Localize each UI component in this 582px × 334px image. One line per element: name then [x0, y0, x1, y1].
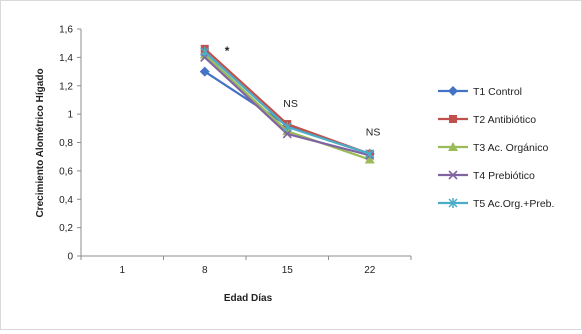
data-point — [199, 66, 210, 77]
legend-item: T5 Ac.Org.+Preb. — [438, 198, 554, 210]
legend-label: T5 Ac.Org.+Preb. — [473, 198, 554, 210]
axes: 0 0,2 0,4 0,6 0,8 1 1,2 1,4 1,6 1 8 15 22 — [59, 25, 412, 276]
data-point — [282, 121, 292, 132]
legend: T1 Control T2 Antibiótico T3 Ac. Orgánico T… — [438, 86, 554, 210]
annotation-label: * — [225, 44, 230, 58]
x-tick-label: 1 — [119, 265, 125, 276]
legend-marker — [448, 198, 458, 208]
legend-marker — [448, 170, 458, 180]
annotation-label: NS — [366, 126, 381, 138]
y-axis-title: Crecimiento Alométrico Hígado — [35, 68, 46, 217]
x-tick-label: 15 — [282, 265, 294, 276]
y-tick-label: 1,6 — [59, 25, 73, 36]
y-tick-label: 0,8 — [59, 138, 73, 149]
x-axis-title: Edad Días — [224, 293, 273, 304]
legend-item: T4 Prebiótico — [438, 170, 535, 182]
legend-label: T1 Control — [473, 86, 522, 98]
legend-marker — [448, 142, 458, 151]
y-tick-label: 1,2 — [59, 81, 73, 92]
y-tick-label: 1 — [67, 110, 73, 121]
legend-label: T3 Ac. Orgánico — [473, 142, 548, 154]
data-point-stroke — [282, 129, 292, 139]
data-point — [365, 148, 375, 159]
y-tick-label: 0 — [67, 252, 73, 263]
legend-label: T4 Prebiótico — [473, 170, 535, 182]
data-point — [364, 154, 375, 164]
y-tick-label: 0,6 — [59, 166, 73, 177]
series-5 — [200, 46, 375, 159]
legend-marker — [449, 115, 457, 123]
x-tick-label: 8 — [202, 265, 208, 276]
y-tick-label: 1,4 — [59, 53, 73, 64]
series-layer — [199, 44, 375, 164]
data-point — [282, 129, 292, 139]
annotation-label: NS — [283, 98, 298, 110]
x-tick-label: 22 — [364, 265, 376, 276]
data-point — [200, 46, 210, 57]
legend-marker — [448, 86, 458, 96]
line-chart: 0 0,2 0,4 0,6 0,8 1 1,2 1,4 1,6 1 8 15 22 * NS NS T1 C… — [35, 25, 554, 305]
y-tick-label: 0,2 — [59, 223, 73, 234]
y-tick-label: 0,4 — [59, 195, 73, 206]
legend-item: T2 Antibiótico — [438, 114, 536, 126]
annotations: * NS NS — [225, 44, 381, 139]
legend-item: T3 Ac. Orgánico — [438, 142, 548, 154]
legend-item: T1 Control — [438, 86, 522, 98]
legend-label: T2 Antibiótico — [473, 114, 536, 126]
series-line — [204, 70, 371, 155]
legend-marker-stroke — [448, 170, 458, 180]
